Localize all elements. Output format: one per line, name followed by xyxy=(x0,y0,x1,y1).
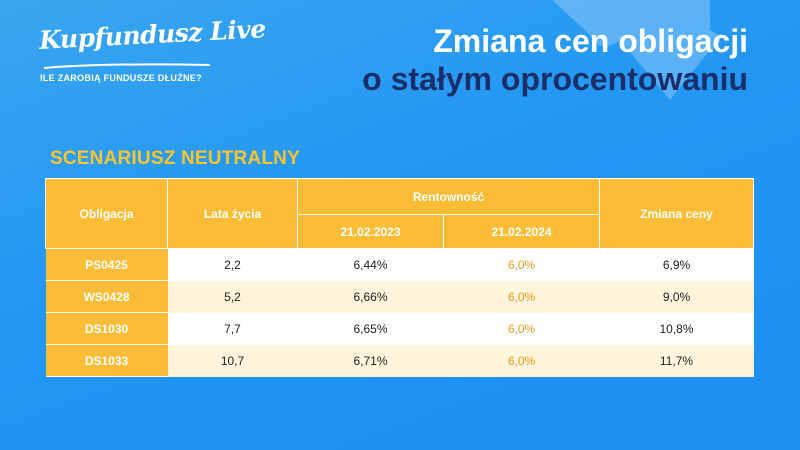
table-row: DS1033 10,7 6,71% 6,0% 11,7% xyxy=(45,344,754,377)
yield-2023: 6,66% xyxy=(297,280,444,313)
logo-underline-icon xyxy=(43,63,211,69)
bond-table: Obligacja Lata życia Rentowność Zmiana c… xyxy=(45,178,754,377)
header-yield: Rentowność xyxy=(297,178,600,215)
table-row: PS0425 2,2 6,44% 6,0% 6,9% xyxy=(45,248,754,281)
yield-2024: 6,0% xyxy=(443,344,600,377)
yield-2024: 6,0% xyxy=(443,312,600,345)
puzzle-decoration xyxy=(552,0,720,100)
logo-tagline: ILE ZAROBIĄ FUNDUSZE DŁUŻNE? xyxy=(40,73,202,83)
table-row: DS1030 7,7 6,65% 6,0% 10,8% xyxy=(45,312,754,345)
life-years: 2,2 xyxy=(167,248,298,281)
bond-code: PS0425 xyxy=(45,248,168,281)
bond-code: WS0428 xyxy=(45,280,168,313)
yield-2023: 6,44% xyxy=(297,248,444,281)
price-change: 9,0% xyxy=(599,280,754,313)
life-years: 7,7 xyxy=(167,312,298,345)
bond-code: DS1033 xyxy=(45,344,168,377)
page-title: Zmiana cen obligacji o stałym oprocentow… xyxy=(362,22,748,98)
yield-2023: 6,71% xyxy=(297,344,444,377)
header-date-2024: 21.02.2024 xyxy=(443,214,600,249)
yield-2024: 6,0% xyxy=(443,280,600,313)
price-change: 10,8% xyxy=(599,312,754,345)
table-row: WS0428 5,2 6,66% 6,0% 9,0% xyxy=(45,280,754,313)
yield-2024: 6,0% xyxy=(443,248,600,281)
bond-code: DS1030 xyxy=(45,312,168,345)
scenario-heading: SCENARIUSZ NEUTRALNY xyxy=(50,148,300,169)
header-life: Lata życia xyxy=(167,178,298,249)
life-years: 10,7 xyxy=(167,344,298,377)
yield-2023: 6,65% xyxy=(297,312,444,345)
logo-brand: Kupfundusz Live xyxy=(38,14,267,55)
price-change: 11,7% xyxy=(599,344,754,377)
page-title-line2: o stałym oprocentowaniu xyxy=(362,61,748,97)
life-years: 5,2 xyxy=(167,280,298,313)
header-bond: Obligacja xyxy=(45,178,168,249)
price-change: 6,9% xyxy=(599,248,754,281)
page-title-line1: Zmiana cen obligacji xyxy=(433,23,748,59)
header-date-2023: 21.02.2023 xyxy=(297,214,444,249)
logo: Kupfundusz Live ILE ZAROBIĄ FUNDUSZE DŁU… xyxy=(38,14,267,83)
header-price-change: Zmiana ceny xyxy=(599,178,754,249)
